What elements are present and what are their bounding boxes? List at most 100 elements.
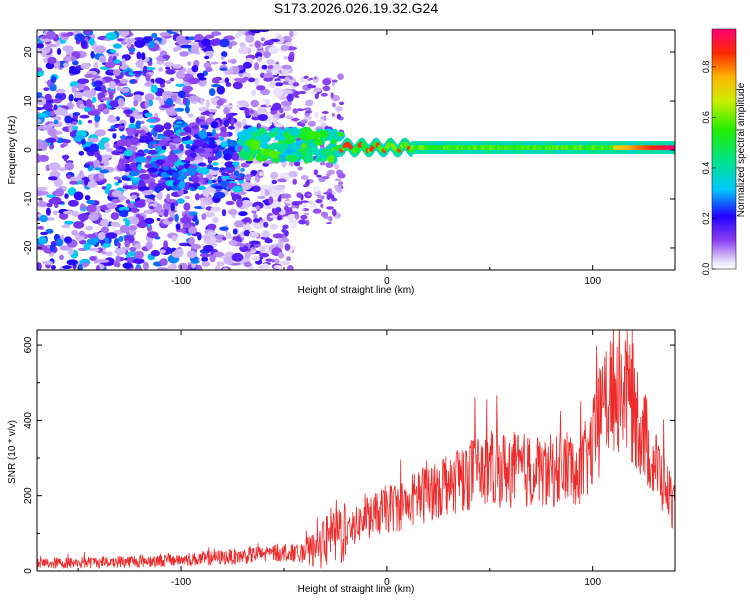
noise-blob xyxy=(219,67,228,71)
noise-blob xyxy=(37,140,45,149)
noise-blob xyxy=(116,85,122,92)
noise-blob xyxy=(46,44,51,53)
noise-blob xyxy=(323,115,327,122)
snr-xlabel: Height of straight line (km) xyxy=(298,584,415,595)
noise-blob xyxy=(167,153,179,163)
noise-blob xyxy=(113,59,121,64)
noise-blob xyxy=(224,161,235,168)
band-blob xyxy=(327,154,335,163)
noise-blob xyxy=(149,141,157,145)
band-blob xyxy=(289,127,300,137)
noise-blob xyxy=(331,112,335,117)
noise-blob xyxy=(118,206,130,212)
noise-blob xyxy=(178,180,186,190)
noise-blob xyxy=(127,39,132,48)
noise-blob xyxy=(117,38,124,42)
noise-blob xyxy=(106,183,112,190)
noise-blob xyxy=(64,193,69,199)
noise-blob xyxy=(73,221,85,229)
noise-blob xyxy=(282,224,289,230)
noise-blob xyxy=(282,105,292,112)
noise-blob xyxy=(300,175,309,180)
noise-blob xyxy=(272,117,278,126)
noise-blob xyxy=(105,232,118,239)
noise-blob xyxy=(110,222,115,226)
noise-blob xyxy=(158,67,164,72)
noise-blob xyxy=(313,76,318,80)
noise-blob xyxy=(121,177,131,181)
noise-blob xyxy=(144,67,156,71)
noise-blob xyxy=(117,98,125,106)
noise-blob xyxy=(197,185,207,191)
noise-blob xyxy=(62,265,72,270)
noise-blob xyxy=(205,99,210,108)
noise-blob xyxy=(202,188,211,197)
noise-blob xyxy=(130,194,138,200)
noise-blob xyxy=(153,124,165,133)
noise-blob xyxy=(129,116,135,124)
noise-blob xyxy=(71,85,77,93)
noise-blob xyxy=(210,61,219,65)
noise-blob xyxy=(85,181,98,188)
noise-blob xyxy=(164,91,174,96)
noise-blob xyxy=(163,61,174,67)
noise-blob xyxy=(292,178,298,185)
noise-blob xyxy=(251,255,261,262)
noise-blob xyxy=(83,163,91,168)
band-blob xyxy=(314,139,323,146)
noise-blob xyxy=(190,44,199,54)
noise-blob xyxy=(102,178,107,184)
noise-blob xyxy=(104,257,115,266)
noise-blob xyxy=(173,47,179,52)
noise-blob xyxy=(67,187,77,196)
noise-blob xyxy=(333,163,340,170)
noise-blob xyxy=(188,226,198,234)
noise-blob xyxy=(274,184,285,191)
noise-blob xyxy=(184,195,191,200)
noise-blob xyxy=(102,108,110,115)
noise-blob xyxy=(288,170,298,178)
noise-blob xyxy=(317,194,321,198)
noise-blob xyxy=(275,207,282,213)
noise-blob xyxy=(102,242,111,248)
noise-blob xyxy=(225,200,235,206)
noise-blob xyxy=(271,179,278,185)
noise-blob xyxy=(169,77,175,82)
noise-blob xyxy=(266,59,276,65)
noise-blob xyxy=(292,82,300,87)
noise-blob xyxy=(114,182,120,186)
noise-blob xyxy=(221,61,228,65)
noise-blob xyxy=(294,212,300,220)
noise-blob xyxy=(198,78,207,87)
noise-blob xyxy=(64,220,74,225)
noise-blob xyxy=(187,61,192,66)
colorbar-tick-label: 0.6 xyxy=(701,111,711,124)
noise-blob xyxy=(316,119,325,123)
noise-blob xyxy=(97,231,106,241)
noise-blob xyxy=(146,118,157,123)
noise-blob xyxy=(67,31,74,36)
noise-blob xyxy=(261,64,268,70)
noise-blob xyxy=(223,119,230,128)
noise-blob xyxy=(322,78,331,86)
noise-blob xyxy=(118,30,130,37)
noise-blob xyxy=(88,212,99,222)
noise-blob xyxy=(171,94,177,102)
noise-blob xyxy=(259,245,265,254)
noise-blob xyxy=(232,228,238,235)
noise-blob xyxy=(211,77,221,84)
noise-blob xyxy=(41,35,48,39)
noise-blob xyxy=(37,226,45,230)
noise-blob xyxy=(115,255,121,263)
noise-blob xyxy=(180,216,192,224)
noise-blob xyxy=(108,80,117,90)
noise-blob xyxy=(122,185,132,190)
noise-blob xyxy=(133,99,139,107)
noise-blob xyxy=(240,199,253,208)
noise-blob xyxy=(225,232,232,239)
noise-blob xyxy=(191,175,200,184)
noise-blob xyxy=(37,43,44,49)
noise-blob xyxy=(263,189,271,197)
noise-blob xyxy=(134,243,142,250)
noise-blob xyxy=(280,193,292,199)
